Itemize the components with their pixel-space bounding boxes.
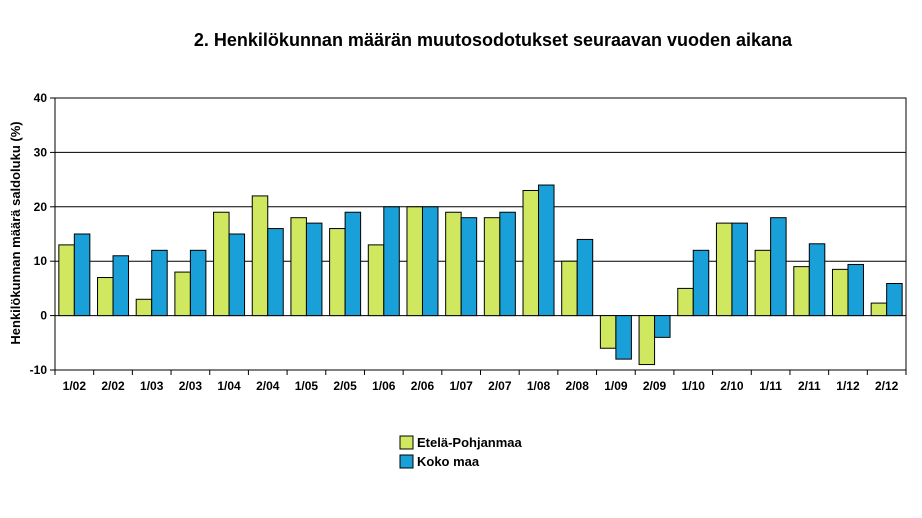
y-tick-label: 40 — [34, 91, 48, 105]
bar-etela-pohjanmaa-1-07 — [445, 211, 462, 317]
bar-etela-pohjanmaa-2-09 — [638, 315, 656, 366]
bar-etela-pohjanmaa-1-02 — [58, 244, 75, 317]
legend: Etelä-Pohjanmaa Koko maa — [399, 435, 523, 469]
x-tick-label: 2/02 — [101, 379, 125, 393]
bar-etela-pohjanmaa-2-03 — [174, 271, 191, 317]
bar-etela-pohjanmaa-2-06 — [406, 206, 423, 317]
x-tick-label: 1/07 — [449, 379, 473, 393]
bar-etela-pohjanmaa-1-09 — [599, 315, 617, 349]
bar-etela-pohjanmaa-1-11 — [754, 249, 772, 317]
bar-etela-pohjanmaa-1-10 — [677, 287, 694, 317]
x-tick-label: 2/08 — [566, 379, 590, 393]
bar-etela-pohjanmaa-2-11 — [793, 266, 810, 317]
x-tick-label: 1/11 — [759, 379, 782, 393]
x-tick-label: 2/12 — [875, 379, 899, 393]
x-tick-label: 2/06 — [411, 379, 435, 393]
y-tick-label: 0 — [40, 309, 47, 323]
legend-label: Koko maa — [417, 454, 480, 469]
x-tick-label: 2/09 — [643, 379, 667, 393]
bar-etela-pohjanmaa-1-06 — [367, 244, 385, 317]
bar-koko-maa-2-03 — [189, 249, 207, 317]
y-axis-label: Henkilökunnan määrä saldoluku (%) — [8, 121, 23, 344]
bar-etela-pohjanmaa-2-04 — [251, 195, 269, 317]
x-axis-ticks: 1/02 2/02 1/03 2/03 1/04 2/04 1/05 2/05 1/06 2/06… — [54, 370, 907, 393]
legend-swatch — [399, 435, 414, 450]
x-tick-label: 1/03 — [140, 379, 164, 393]
bar-koko-maa-1-06 — [383, 206, 400, 317]
bar-koko-maa-2-09 — [654, 315, 671, 338]
x-tick-label: 1/12 — [836, 379, 860, 393]
bar-koko-maa-2-11 — [808, 243, 826, 317]
y-tick-label: 20 — [34, 200, 48, 214]
bar-koko-maa-2-06 — [421, 206, 439, 317]
y-tick-label: 10 — [34, 254, 48, 268]
y-axis-ticks: -10 0 10 20 30 40 — [30, 91, 55, 377]
x-tick-label: 1/10 — [682, 379, 706, 393]
bar-koko-maa-1-12 — [847, 263, 864, 317]
x-tick-label: 2/10 — [720, 379, 744, 393]
bar-koko-maa-1-11 — [770, 217, 787, 317]
bar-etela-pohjanmaa-2-08 — [561, 260, 578, 317]
x-tick-label: 1/05 — [295, 379, 319, 393]
legend-swatch — [399, 454, 414, 469]
bar-etela-pohjanmaa-2-10 — [715, 222, 733, 317]
y-tick-label: -10 — [30, 363, 48, 377]
bar-koko-maa-1-10 — [692, 249, 710, 317]
bar-etela-pohjanmaa-2-05 — [329, 228, 346, 317]
bar-etela-pohjanmaa-2-12 — [870, 302, 888, 317]
bar-koko-maa-2-08 — [576, 238, 594, 317]
bar-etela-pohjanmaa-1-05 — [290, 217, 307, 317]
bar-koko-maa-1-02 — [73, 233, 91, 317]
bar-koko-maa-1-04 — [228, 233, 246, 317]
bar-etela-pohjanmaa-1-04 — [213, 211, 230, 317]
bar-etela-pohjanmaa-2-07 — [483, 217, 501, 317]
chart-title: 2. Henkilökunnan määrän muutosodotukset … — [194, 30, 793, 50]
bar-koko-maa-1-08 — [538, 184, 555, 317]
x-tick-label: 1/08 — [527, 379, 551, 393]
x-tick-label: 2/04 — [256, 379, 280, 393]
bar-koko-maa-1-05 — [305, 222, 323, 317]
y-tick-label: 30 — [34, 145, 48, 159]
bar-koko-maa-2-05 — [344, 211, 362, 317]
bar-koko-maa-2-07 — [499, 211, 516, 317]
x-tick-label: 1/04 — [217, 379, 241, 393]
bar-koko-maa-2-04 — [267, 228, 284, 317]
x-tick-label: 1/02 — [63, 379, 87, 393]
bar-etela-pohjanmaa-2-02 — [97, 277, 114, 317]
bar-koko-maa-2-12 — [886, 283, 903, 317]
bar-koko-maa-2-10 — [731, 222, 748, 317]
bar-etela-pohjanmaa-1-03 — [135, 298, 153, 317]
x-tick-label: 2/07 — [488, 379, 512, 393]
bar-koko-maa-1-03 — [151, 249, 168, 317]
bar-koko-maa-1-07 — [460, 217, 478, 317]
bar-koko-maa-1-09 — [615, 315, 632, 360]
bar-etela-pohjanmaa-1-08 — [522, 189, 540, 317]
x-tick-label: 2/11 — [798, 379, 821, 393]
bars — [58, 184, 903, 366]
legend-label: Etelä-Pohjanmaa — [417, 435, 523, 450]
x-tick-label: 2/03 — [179, 379, 203, 393]
bar-koko-maa-2-02 — [112, 255, 130, 317]
x-tick-label: 2/05 — [333, 379, 357, 393]
x-tick-label: 1/06 — [372, 379, 396, 393]
bar-etela-pohjanmaa-1-12 — [831, 268, 849, 317]
x-tick-label: 1/09 — [604, 379, 628, 393]
